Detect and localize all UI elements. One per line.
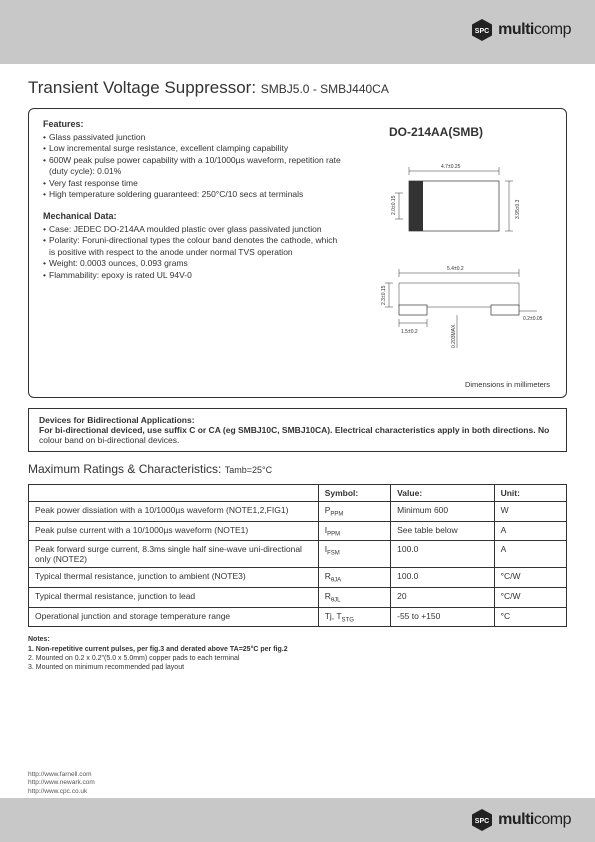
col-desc [29,485,319,502]
cell-value: -55 to +150 [391,607,494,627]
cell-symbol: RθJA [318,568,390,588]
cell-symbol: PPPM [318,502,390,522]
package-svg: 4.7±0.25 2.0±0.15 3.95±0.3 [359,153,559,363]
footer-link: http://www.newark.com [28,779,95,787]
cell-desc: Typical thermal resistance, junction to … [29,568,319,588]
col-symbol: Symbol: [318,485,390,502]
col-unit: Unit: [494,485,566,502]
cell-unit: °C [494,607,566,627]
cell-symbol: RθJL [318,588,390,608]
cell-unit: °C/W [494,568,566,588]
svg-text:3.95±0.3: 3.95±0.3 [515,199,521,219]
list-item: Flammability: epoxy is rated UL 94V-0 [43,270,343,281]
svg-text:SPC: SPC [475,28,489,35]
cell-symbol: IFSM [318,541,390,568]
cell-value: Minimum 600 [391,502,494,522]
package-label: DO-214AA(SMB) [389,125,483,139]
list-item: Glass passivated junction [43,132,343,143]
features-box: Features: Glass passivated junctionLow i… [28,108,567,398]
header-bar: SPC multicomp [0,0,595,64]
cell-unit: A [494,521,566,541]
list-item: Case: JEDEC DO-214AA moulded plastic ove… [43,224,343,235]
cell-value: 100.0 [391,541,494,568]
list-item: Polarity: Foruni-directional types the c… [43,235,343,258]
cell-value: See table below [391,521,494,541]
table-header-row: Symbol: Value: Unit: [29,485,567,502]
bidirectional-box: Devices for Bidirectional Applications: … [28,408,567,452]
cell-unit: W [494,502,566,522]
svg-text:2.3±0.15: 2.3±0.15 [381,285,387,305]
svg-text:0.2±0.05: 0.2±0.05 [523,316,543,322]
footer-bar: SPC multicomp [0,798,595,842]
table-row: Peak pulse current with a 10/1000µs wave… [29,521,567,541]
brand-name: multicomp [498,21,571,39]
table-row: Typical thermal resistance, junction to … [29,568,567,588]
list-item: 600W peak pulse power capability with a … [43,155,343,178]
bidi-heading: Devices for Bidirectional Applications: [39,415,556,425]
footer-brand-name: multicomp [498,811,571,829]
svg-text:SPC: SPC [475,818,489,825]
svg-text:2.0±0.15: 2.0±0.15 [391,195,397,215]
hex-icon: SPC [470,18,494,42]
bidi-text-bold: For bi-directional deviced, use suffix C… [39,425,549,435]
note-3: 3. Mounted on minimum recommended pad la… [28,663,567,672]
list-item: Weight: 0.0003 ounces, 0.093 grams [43,258,343,269]
brand-logo: SPC multicomp [470,18,571,42]
svg-text:5.4±0.2: 5.4±0.2 [447,266,464,272]
notes-block: Notes: 1. Non-repetitive current pulses,… [28,635,567,671]
cell-desc: Peak forward surge current, 8.3ms single… [29,541,319,568]
hex-icon: SPC [470,808,494,832]
footer-link: http://www.cpc.co.uk [28,788,95,796]
table-row: Peak power dissiation with a 10/1000µs w… [29,502,567,522]
table-row: Operational junction and storage tempera… [29,607,567,627]
page-content: Transient Voltage Suppressor: SMBJ5.0 - … [0,64,595,672]
notes-heading: Notes: [28,635,567,644]
footer-brand-logo: SPC multicomp [470,808,571,832]
list-item: Very fast response time [43,178,343,189]
note-2: 2. Mounted on 0.2 x 0.2"(5.0 x 5.0mm) co… [28,654,567,663]
table-row: Typical thermal resistance, junction to … [29,588,567,608]
cell-value: 20 [391,588,494,608]
ratings-heading: Maximum Ratings & Characteristics: Tamb=… [28,462,567,476]
svg-text:1.5±0.2: 1.5±0.2 [401,329,418,335]
cell-unit: A [494,541,566,568]
mechanical-list: Case: JEDEC DO-214AA moulded plastic ove… [43,224,343,281]
table-row: Peak forward surge current, 8.3ms single… [29,541,567,568]
bidi-text-rest: colour band on bi-directional devices. [39,435,179,445]
mechanical-heading: Mechanical Data: [43,211,343,221]
note-1: 1. Non-repetitive current pulses, per fi… [28,645,567,654]
list-item: High temperature soldering guaranteed: 2… [43,189,343,200]
cell-desc: Peak pulse current with a 10/1000µs wave… [29,521,319,541]
cell-symbol: Tj, TSTG [318,607,390,627]
cell-symbol: IPPM [318,521,390,541]
svg-text:4.7±0.25: 4.7±0.25 [441,164,461,170]
cell-desc: Typical thermal resistance, junction to … [29,588,319,608]
cell-desc: Peak power dissiation with a 10/1000µs w… [29,502,319,522]
svg-text:0.203MAX.: 0.203MAX. [451,323,457,348]
cell-value: 100.0 [391,568,494,588]
footer-links: http://www.farnell.com http://www.newark… [28,771,95,796]
page-title: Transient Voltage Suppressor: SMBJ5.0 - … [28,78,567,98]
features-list: Glass passivated junctionLow incremental… [43,132,343,201]
cell-unit: °C/W [494,588,566,608]
dimensions-note: Dimensions in millimeters [465,380,550,389]
footer-link: http://www.farnell.com [28,771,95,779]
col-value: Value: [391,485,494,502]
cell-desc: Operational junction and storage tempera… [29,607,319,627]
ratings-table: Symbol: Value: Unit: Peak power dissiati… [28,484,567,627]
features-heading: Features: [43,119,343,129]
list-item: Low incremental surge resistance, excell… [43,143,343,154]
package-diagram: 4.7±0.25 2.0±0.15 3.95±0.3 [359,153,559,353]
